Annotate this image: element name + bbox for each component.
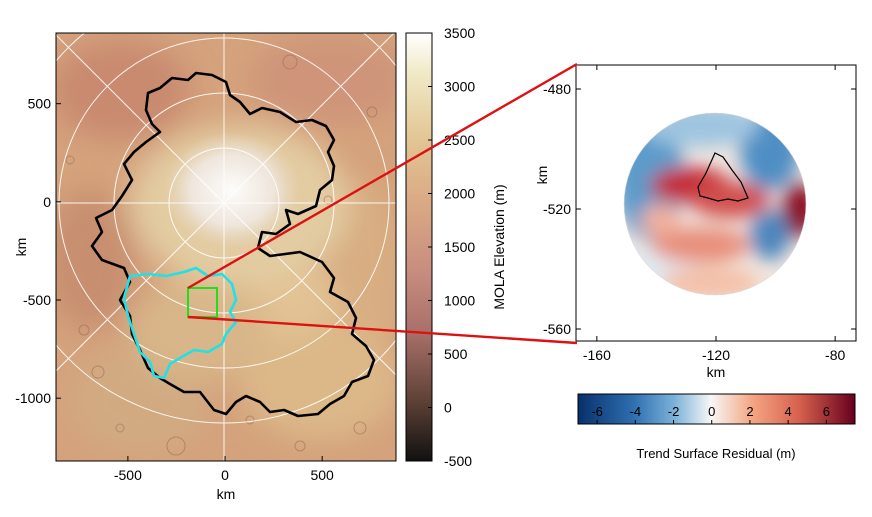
residual-colorbar: -6 -4 -2 0 2 4 6 Trend Surface Residual (m)	[577, 393, 856, 461]
map-xlabel: km	[217, 486, 236, 502]
residual-tick-label: -2	[668, 404, 680, 419]
residual-inset: -160 -120 -80 -480 -520 -560 km km	[534, 64, 857, 380]
elevation-colorbar-label: MOLA Elevation (m)	[491, 184, 507, 309]
inset-ytick-label: -520	[543, 201, 571, 217]
elevation-raster	[56, 33, 396, 461]
inset-connectors	[187, 62, 578, 345]
residual-tick-label: 2	[746, 404, 753, 419]
elevation-colorbar-ticks: 3500 3000 2500 2000 1500 1000 500 0 -500	[428, 25, 475, 469]
elevation-map: -500 0 500 500 0 -500 -1000 km km	[13, 32, 397, 502]
residual-colorbar-ticks: -6 -4 -2 0 2 4 6	[591, 404, 830, 424]
elevation-tick-label: 2000	[444, 186, 475, 202]
map-ytick-label: -1000	[15, 390, 51, 406]
elevation-colorbar: 3500 3000 2500 2000 1500 1000 500 0 -500 MOLA El…	[405, 25, 507, 469]
map-xtick-label: 500	[310, 467, 334, 483]
map-frame	[55, 32, 397, 462]
inset-ytick-label: -480	[543, 81, 571, 97]
connector-top	[187, 62, 578, 290]
sub-region-outline	[122, 266, 238, 380]
study-region-outline	[90, 71, 376, 418]
map-ytick-label: -500	[23, 292, 51, 308]
elevation-tick-label: 3500	[444, 25, 475, 41]
map-ylabel: km	[13, 238, 29, 257]
residual-tick-label: -4	[630, 404, 642, 419]
map-xtick-label: -500	[114, 467, 142, 483]
elevation-tick-label: 1500	[444, 239, 475, 255]
elevation-tick-label: 3000	[444, 79, 475, 95]
inset-feature-outline	[697, 152, 749, 202]
connector-bottom	[187, 315, 578, 345]
elevation-tick-label: 500	[444, 346, 468, 362]
elevation-colorbar-gradient	[405, 32, 433, 462]
residual-tick-label: 4	[785, 404, 792, 419]
inset-xlabel: km	[707, 364, 726, 380]
elevation-tick-label: -500	[444, 453, 472, 469]
inset-ytick-label: -560	[543, 321, 571, 337]
residual-tick-label: 6	[823, 404, 830, 419]
residual-tick-label: 0	[708, 404, 715, 419]
residual-tick-label: -6	[591, 404, 603, 419]
inset-xtick-label: -120	[702, 347, 730, 363]
inset-ylabel: km	[534, 166, 550, 185]
graticule	[56, 33, 396, 461]
residual-colorbar-gradient	[577, 393, 856, 425]
map-ytick-label: 0	[43, 194, 51, 210]
elevation-tick-label: 0	[444, 400, 452, 416]
residual-colorbar-label: Trend Surface Residual (m)	[636, 446, 795, 461]
elevation-tick-label: 2500	[444, 132, 475, 148]
map-ticks: -500 0 500 500 0 -500 -1000	[15, 96, 334, 483]
elevation-tick-label: 1000	[444, 293, 475, 309]
inset-ticks: -160 -120 -80 -480 -520 -560	[543, 65, 856, 363]
inset-xtick-label: -160	[583, 347, 611, 363]
inset-xtick-label: -80	[825, 347, 845, 363]
map-ytick-label: 500	[28, 96, 52, 112]
map-xtick-label: 0	[221, 467, 229, 483]
